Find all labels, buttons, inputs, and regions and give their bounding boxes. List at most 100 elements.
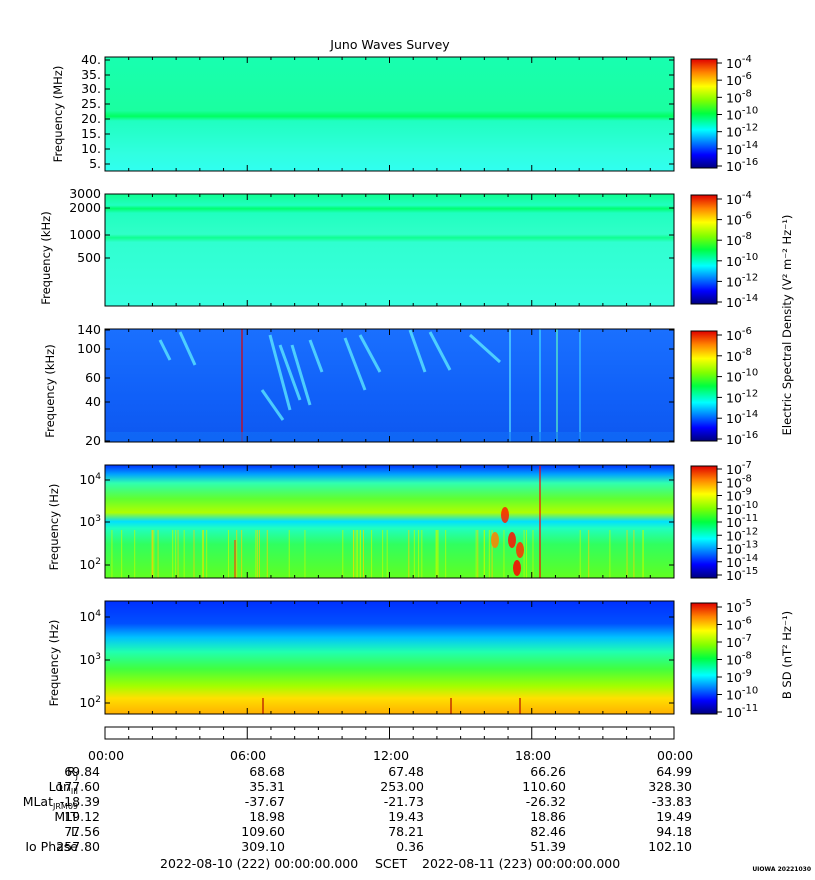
- colorbar-tick-label: 10-10: [726, 368, 758, 385]
- y-tick-label: 103: [79, 514, 101, 529]
- ephemeris-label: Io Phase: [25, 839, 78, 854]
- ephemeris-value: 35.31: [249, 779, 285, 794]
- panel-3-ylabel: Frequency (kHz): [43, 344, 57, 437]
- panel-1-colorbar: [690, 58, 718, 169]
- panel-5-y-ticks: 104 103 102: [79, 609, 674, 710]
- colorbar-tick-label: 10-14: [726, 553, 758, 570]
- y-tick-label: 10.: [81, 141, 101, 156]
- y-tick-label: 100: [77, 341, 101, 356]
- emission-streak: [468, 333, 502, 364]
- colorbar-tick-label: 10-7: [726, 633, 752, 650]
- colorbar-tick-label: 10-6: [726, 326, 752, 343]
- panel-4-emission-features: [111, 466, 644, 578]
- y-tick-label: 104: [79, 609, 101, 624]
- emission-streak: [290, 344, 312, 406]
- colorbar-tick-label: 10-10: [726, 106, 758, 123]
- y-tick-label: 25.: [81, 96, 101, 111]
- colorbar-tick-label: 10-10: [726, 686, 758, 703]
- y-tick-label: 20: [85, 433, 101, 448]
- emission-blob: [491, 532, 499, 548]
- y-tick-label: 15.: [81, 126, 101, 141]
- colorbar-tick-label: 10-10: [726, 252, 758, 269]
- emission-streak: [343, 337, 367, 391]
- emission-streak: [358, 334, 382, 373]
- x-axis-minor-ticks: [104, 57, 675, 739]
- emission-blob: [508, 532, 516, 548]
- colorbar-tick-label: 10-16: [726, 430, 758, 447]
- ephemeris-value: 19.49: [656, 809, 692, 824]
- y-tick-label: 103: [79, 652, 101, 667]
- scet-label: SCET: [375, 856, 408, 871]
- ephemeris-label: MLT: [54, 809, 78, 824]
- time-tick-label: 00:00: [657, 748, 694, 763]
- colorbar-tick-label: 10-12: [726, 526, 758, 543]
- time-tick-label: 12:00: [373, 748, 410, 763]
- colorbar-tick-label: 10-16: [726, 157, 758, 174]
- colorbar-tick-label: 10-13: [726, 540, 758, 557]
- y-tick-label: 1000: [69, 227, 101, 242]
- ephemeris-value: 253.00: [380, 779, 424, 794]
- panel-3-y-ticks: 140 100 60 40 20: [77, 322, 674, 448]
- footer-credit: UIOWA 20221030: [752, 866, 811, 873]
- y-tick-label: 60: [85, 370, 101, 385]
- panel-2-colorbar-ticks: 10-4 10-6 10-8 10-10 10-12 10-14: [717, 190, 758, 310]
- colorbar-tick-label: 10-8: [726, 231, 752, 248]
- colorbar-tick-label: 10-14: [726, 140, 758, 157]
- panel-4-colorbar: [690, 465, 718, 579]
- ephemeris-value: 309.10: [241, 839, 285, 854]
- y-tick-label: 5.: [89, 156, 101, 171]
- panel-1-y-ticks: 40.35.30.25.20.15.10.5.: [81, 52, 674, 171]
- colorbar-tick-label: 10-9: [726, 487, 752, 504]
- y-tick-label: 40.: [81, 52, 101, 67]
- ephemeris-value: 94.18: [656, 824, 692, 839]
- ephemeris-value: -21.73: [383, 794, 424, 809]
- colorbar-tick-label: 10-7: [726, 460, 752, 477]
- ephemeris-value: 68.68: [249, 764, 285, 779]
- ephemeris-value: 82.46: [530, 824, 566, 839]
- colorbar-tick-label: 10-14: [726, 293, 758, 310]
- ephemeris-value: 51.39: [530, 839, 566, 854]
- ephemeris-value: 109.60: [241, 824, 285, 839]
- emission-blob: [513, 560, 521, 576]
- colorbar-tick-label: 10-5: [726, 598, 752, 615]
- panel-4-spectrogram: [105, 465, 674, 578]
- y-tick-label: 102: [79, 695, 101, 710]
- colorbar-tick-label: 10-4: [726, 190, 752, 207]
- panel-4-y-ticks: 104 103 102: [79, 472, 674, 572]
- ephemeris-value: 110.60: [522, 779, 566, 794]
- y-tick-label: 40: [85, 394, 101, 409]
- y-tick-label: 500: [77, 250, 101, 265]
- panel-5-ylabel: Frequency (Hz): [47, 620, 61, 707]
- ephemeris-value: 19.43: [388, 809, 424, 824]
- y-tick-label: 102: [79, 557, 101, 572]
- colorbar-tick-label: 10-6: [726, 616, 752, 633]
- emission-streak: [178, 331, 197, 366]
- ephemeris-value: 102.10: [648, 839, 692, 854]
- panel-4-colorbar-ticks: 10-710-810-910-1010-1110-1210-1310-1410-…: [717, 460, 758, 583]
- ephemeris-label: MLatJRM09: [22, 794, 78, 811]
- time-tick-label: 06:00: [230, 748, 267, 763]
- panel-4-ylabel: Frequency (Hz): [47, 484, 61, 571]
- ephemeris-value: 257.80: [56, 839, 100, 854]
- ephemeris-value: -18.39: [59, 794, 100, 809]
- time-tick-label: 00:00: [88, 748, 125, 763]
- panel-5-colorbar: [690, 602, 718, 715]
- panel-2-colorbar: [690, 194, 718, 305]
- colorbar-tick-label: 10-8: [726, 347, 752, 364]
- colorbar-tick-label: 10-12: [726, 272, 758, 289]
- panel-2-spectrogram: [105, 194, 674, 306]
- y-tick-label: 35.: [81, 67, 101, 82]
- y-tick-label: 30.: [81, 81, 101, 96]
- magnetic-colorbar-label: B SD (nT² Hz⁻¹): [780, 611, 794, 699]
- colorbar-tick-label: 10-12: [726, 123, 758, 140]
- ephemeris-label: RJ: [66, 764, 78, 781]
- ephemeris-value: 18.86: [530, 809, 566, 824]
- emission-blob: [501, 507, 509, 523]
- ephemeris-value: 328.30: [648, 779, 692, 794]
